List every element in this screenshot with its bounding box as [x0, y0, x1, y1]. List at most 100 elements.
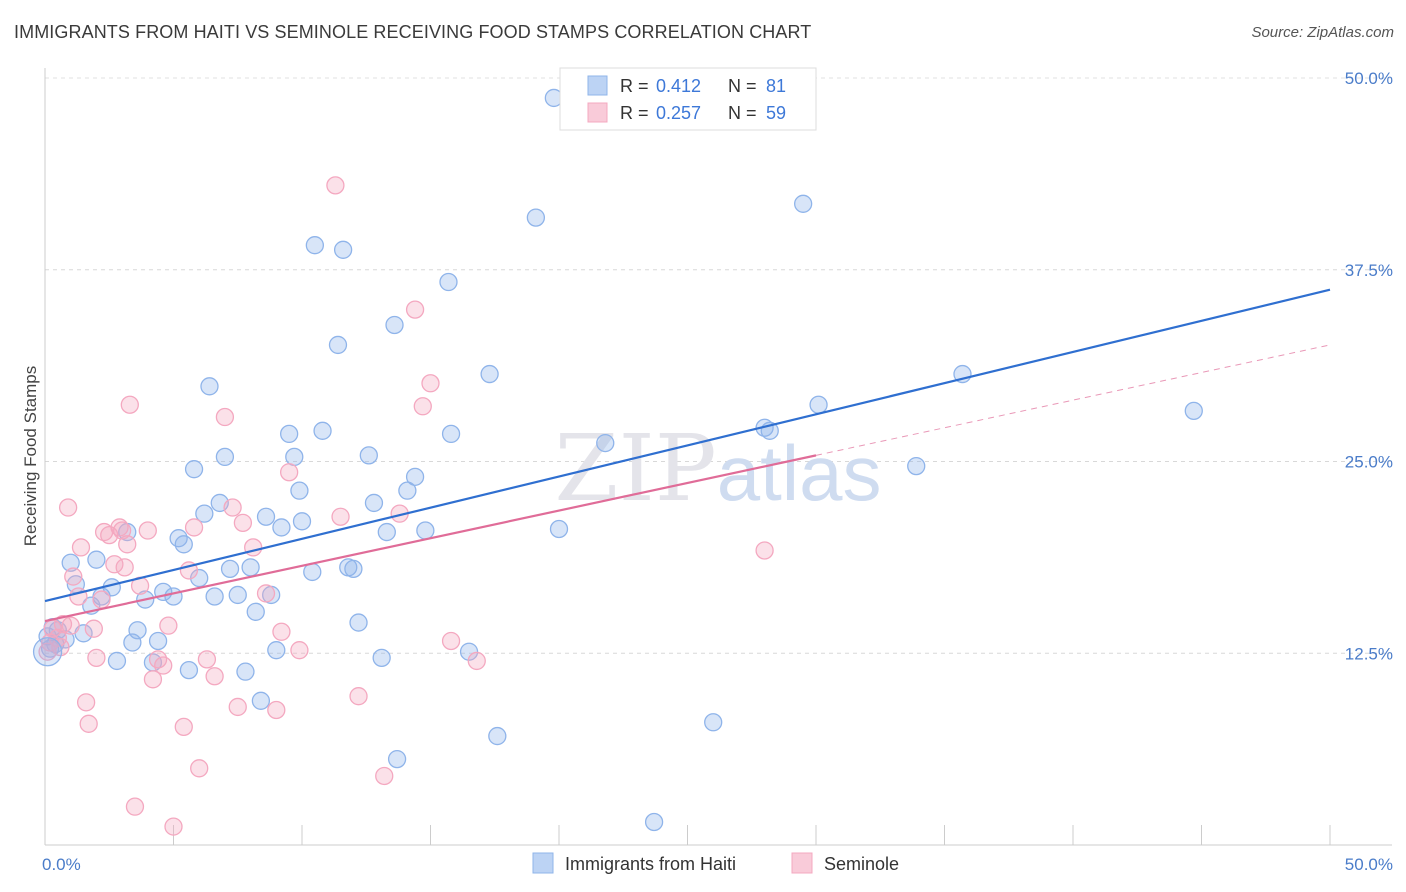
point-haiti-44 — [305, 236, 325, 255]
point-seminole-12 — [92, 590, 111, 609]
point-haiti-37 — [267, 641, 286, 660]
trend-line-seminole — [44, 454, 817, 623]
point-haiti-3 — [61, 553, 80, 572]
point-seminole-44 — [290, 641, 309, 660]
point-haiti-41 — [290, 481, 309, 500]
point-seminole-23 — [138, 521, 157, 540]
point-haiti-68 — [596, 433, 615, 453]
point-haiti-55 — [385, 315, 404, 335]
point-haiti-54 — [377, 522, 396, 542]
source-label: Source: ZipAtlas.com — [1251, 24, 1394, 41]
stats-r-value-haiti: 0.412 — [656, 76, 701, 96]
stats-r-label-seminole: R = — [620, 103, 649, 123]
trend-lines — [44, 288, 1331, 623]
point-seminole-8 — [76, 693, 96, 712]
point-haiti-30 — [228, 585, 247, 605]
point-haiti-62 — [459, 642, 479, 661]
point-seminole-3 — [53, 614, 73, 634]
point-haiti-59 — [416, 521, 435, 540]
point-seminole-7 — [71, 538, 91, 557]
stats-legend: R = 0.412 N = 81 R = 0.257 N = 59 — [559, 67, 817, 131]
point-seminole-15 — [105, 555, 124, 574]
point-haiti-52 — [364, 493, 384, 513]
point-haiti-25 — [200, 377, 219, 396]
stats-n-value-seminole: 59 — [766, 103, 786, 123]
point-seminole-29 — [174, 717, 193, 737]
point-haiti-74 — [809, 395, 828, 414]
point-haiti-7 — [87, 550, 106, 569]
point-seminole-48 — [375, 766, 394, 786]
y-tick-label-3: 50.0% — [1345, 69, 1393, 88]
stats-r-label-haiti: R = — [620, 76, 649, 96]
point-seminole-47 — [349, 687, 368, 706]
point-haiti-50 — [349, 613, 368, 632]
point-seminole-42 — [272, 622, 291, 641]
point-haiti-21 — [179, 660, 199, 680]
point-seminole-27 — [159, 616, 178, 635]
y-tick-label-1: 25.0% — [1345, 453, 1393, 472]
point-haiti-26 — [205, 587, 224, 606]
stats-swatch-seminole — [587, 102, 608, 123]
point-haiti-16 — [148, 631, 168, 651]
point-seminole-52 — [421, 374, 440, 393]
point-seminole-17 — [112, 521, 132, 540]
point-haiti-32 — [241, 558, 260, 577]
stats-swatch-haiti — [587, 75, 608, 96]
point-seminole-55 — [755, 541, 774, 560]
x-tick-label-0: 0.0% — [42, 855, 81, 874]
stats-n-label-haiti: N = — [728, 76, 757, 96]
point-haiti-33 — [246, 602, 265, 621]
watermark: ZIPatlas — [555, 415, 882, 522]
stats-r-value-seminole: 0.257 — [656, 103, 701, 123]
point-haiti-73 — [794, 194, 813, 213]
point-seminole-28 — [164, 817, 183, 836]
point-haiti-58 — [405, 467, 425, 486]
point-haiti-28 — [215, 447, 235, 467]
point-haiti-75 — [907, 456, 926, 476]
point-haiti-56 — [387, 749, 407, 769]
point-seminole-26 — [154, 656, 173, 675]
legend-label-seminole: Seminole — [824, 854, 899, 874]
point-seminole-24 — [143, 670, 163, 689]
point-seminole-33 — [197, 650, 217, 669]
legend-label-haiti: Immigrants from Haiti — [565, 854, 736, 874]
point-haiti-38 — [272, 518, 291, 537]
stats-n-label-seminole: N = — [728, 103, 757, 123]
point-haiti-45 — [313, 421, 332, 440]
point-haiti-18 — [164, 587, 183, 606]
point-seminole-21 — [125, 797, 145, 816]
point-seminole-54 — [467, 651, 486, 671]
point-seminole-45 — [326, 176, 345, 195]
point-seminole-31 — [184, 518, 204, 537]
point-seminole-9 — [79, 714, 98, 733]
point-seminole-5 — [64, 567, 83, 586]
axes — [44, 68, 1392, 846]
trend-line-haiti — [44, 288, 1331, 603]
point-haiti-77 — [1184, 401, 1203, 421]
point-haiti-70 — [704, 713, 723, 732]
point-haiti-51 — [359, 446, 378, 465]
point-seminole-10 — [84, 619, 103, 638]
point-haiti-42 — [292, 512, 312, 531]
series-legend: Immigrants from Haiti Seminole — [532, 852, 899, 874]
point-haiti-60 — [441, 424, 461, 444]
point-seminole-43 — [279, 463, 299, 482]
legend-swatch-seminole — [791, 852, 813, 874]
point-haiti-cluster — [32, 637, 63, 667]
point-haiti-13 — [128, 621, 147, 640]
point-seminole-20 — [120, 395, 139, 414]
y-axis-label: Receiving Food Stamps — [21, 366, 40, 546]
point-seminole-40 — [256, 584, 276, 603]
y-tick-label-2: 37.5% — [1345, 261, 1393, 280]
point-seminole-50 — [405, 300, 425, 319]
y-tick-label-0: 12.5% — [1345, 644, 1393, 663]
point-seminole-46 — [331, 507, 350, 526]
point-haiti-31 — [236, 662, 255, 681]
point-haiti-65 — [526, 208, 546, 227]
point-seminole-19 — [118, 535, 137, 554]
point-seminole-37 — [228, 697, 247, 717]
point-seminole-16 — [110, 518, 129, 537]
point-seminole-32 — [190, 759, 209, 778]
x-tick-label-1: 50.0% — [1345, 855, 1393, 874]
